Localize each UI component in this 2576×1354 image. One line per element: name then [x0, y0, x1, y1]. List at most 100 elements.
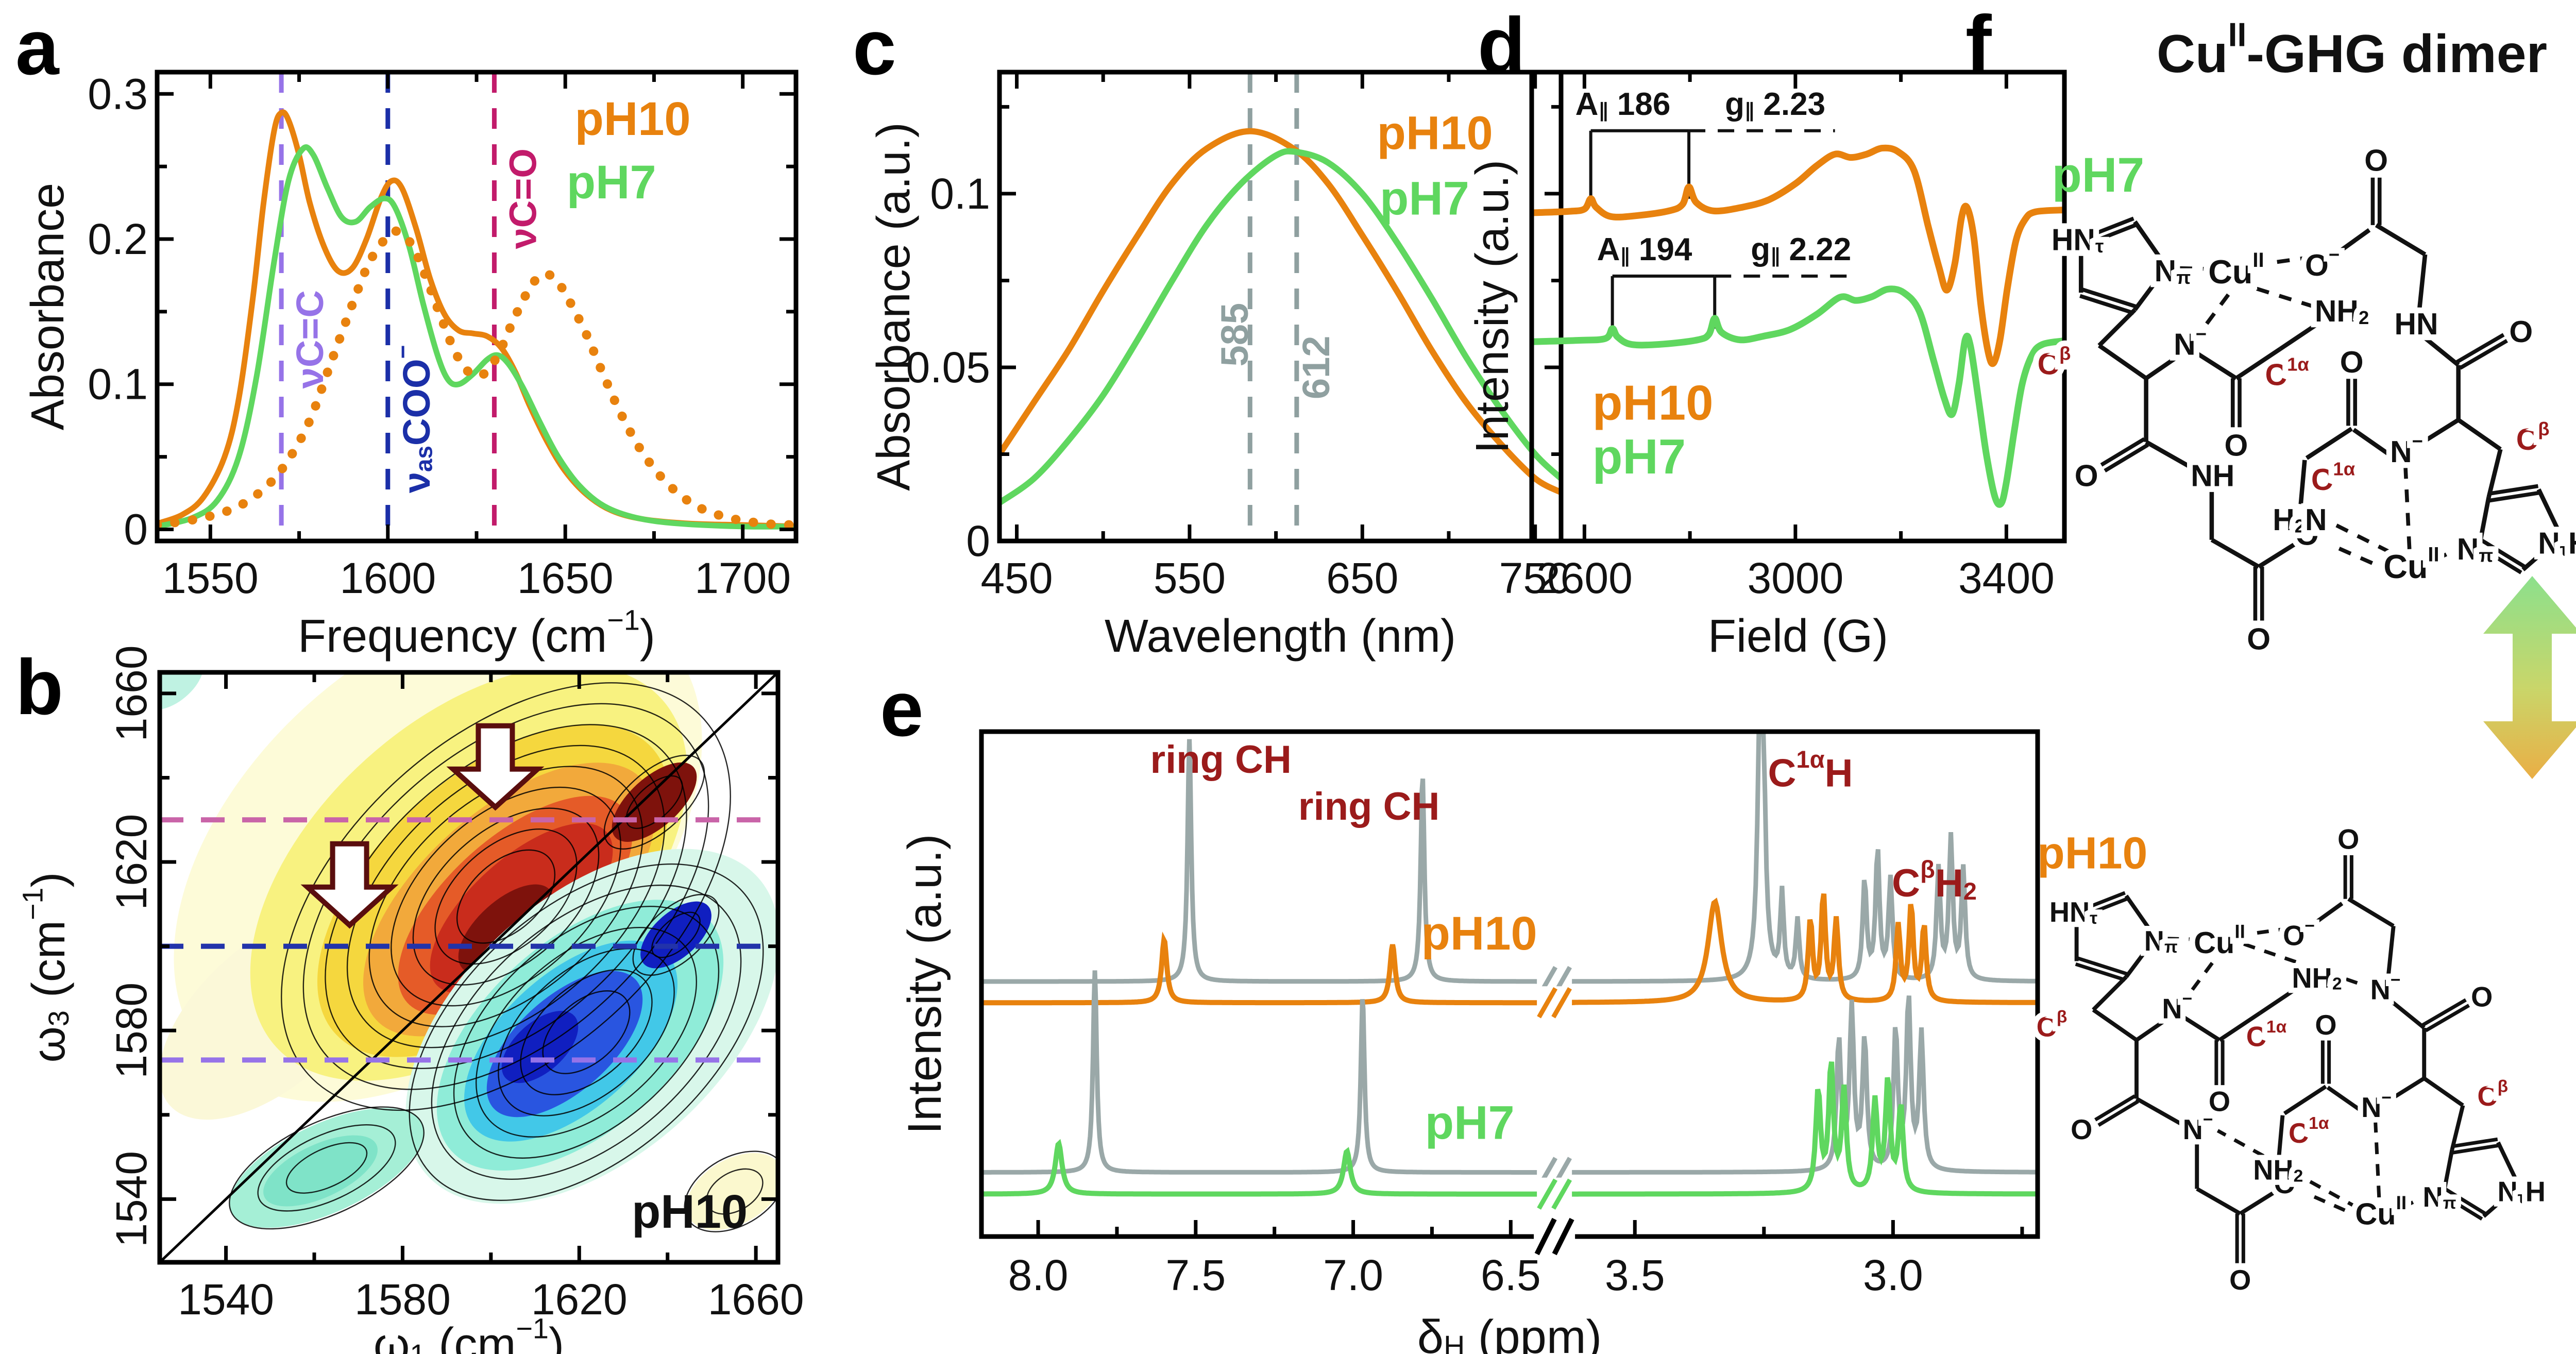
bond	[2210, 538, 2260, 569]
bond	[2452, 1143, 2499, 1155]
contour-line	[476, 927, 697, 1138]
x-tick-label: 3000	[1747, 554, 1843, 602]
bond	[2182, 1015, 2221, 1042]
atom-label: CuII	[2383, 544, 2439, 585]
atom-label: C1α	[2246, 1017, 2287, 1052]
legend-pH10: pH10	[1421, 907, 1537, 960]
atom-label: C1α	[2265, 353, 2310, 392]
atom-label: NH2	[2292, 963, 2342, 994]
atom-label: CuII	[2194, 921, 2245, 959]
series-pH10 dotted	[157, 226, 796, 530]
y-tick-label: 1620	[107, 814, 156, 910]
bond	[2239, 1189, 2278, 1215]
atom-label: H2N	[2273, 503, 2327, 536]
bond	[2136, 1096, 2181, 1125]
bond	[2442, 1149, 2454, 1193]
contour-line	[706, 1168, 764, 1215]
y-tick-label: 1660	[107, 645, 156, 741]
bond	[2536, 488, 2564, 537]
bond	[2421, 998, 2467, 1027]
marker-label: νC=C	[289, 290, 331, 388]
panel-e-letter: e	[880, 665, 924, 753]
bond	[2077, 897, 2128, 920]
x-tick-label: 6.5	[1481, 1251, 1541, 1299]
y-tick-label: 0.2	[88, 215, 148, 263]
bond	[2097, 308, 2137, 347]
x-tick-label: 7.5	[1165, 1251, 1226, 1299]
atom-label: Cβ	[2477, 1077, 2508, 1112]
bond	[2079, 294, 2134, 315]
series-pH10	[999, 128, 1561, 496]
bond	[2459, 338, 2509, 370]
atom-label: O−	[2305, 244, 2340, 282]
coordination-bond	[2326, 519, 2391, 554]
contour-line	[651, 911, 701, 958]
x-tick-label: 3.0	[1863, 1251, 1923, 1299]
legend-pH10: pH10	[575, 93, 691, 145]
atom-label: CuII	[2208, 249, 2264, 291]
x-tick-label: 1650	[517, 554, 614, 602]
x-tick-label: 450	[980, 554, 1053, 602]
bond	[2277, 1115, 2285, 1156]
panel-b-2dir-contour: pH10 1540 1580 1620 1660 1540 1580 1620 1660 ω1 (…	[16, 645, 804, 1354]
bond	[2496, 1141, 2521, 1187]
y-tick-label: 1660	[107, 645, 156, 741]
bond	[2417, 254, 2428, 312]
contour-line	[257, 1124, 396, 1212]
atom-label: NH	[2191, 459, 2234, 493]
bond	[2133, 220, 2169, 269]
contour-line	[229, 1106, 425, 1230]
marker-label: 585	[1213, 303, 1256, 366]
bond	[2259, 985, 2301, 1015]
bond	[2305, 427, 2353, 460]
atom-label: N−	[2361, 1088, 2392, 1123]
x-axis-title: Frequency (cm−1)	[298, 603, 655, 662]
contour-line	[625, 775, 683, 829]
plot-area	[999, 72, 1561, 541]
coordination-bond	[2182, 961, 2214, 1003]
coordination-bond	[2166, 937, 2201, 941]
series-pH7	[999, 148, 1561, 505]
legend-pH7: pH7	[567, 156, 656, 209]
contour-line	[684, 1150, 778, 1232]
contour-blob	[263, 1135, 378, 1207]
atom-label: HNτ	[2049, 897, 2097, 928]
y-tick-label: 0.1	[930, 170, 990, 218]
structure-pH7: HNτNπCβN−OC1αNH2CuIIONHO−OOO−HNOCβNτHNπN…	[2031, 138, 2576, 662]
y-tick-label: 0.3	[88, 70, 148, 118]
atom-label: O	[2224, 429, 2248, 462]
atom-label: O−	[2283, 916, 2315, 951]
bond	[2422, 1076, 2464, 1107]
bond	[2418, 418, 2460, 447]
x-tick-label: 650	[1326, 554, 1398, 602]
legend-pH7: pH7	[1592, 429, 1686, 484]
x-tick-label: 3400	[1958, 554, 2055, 602]
bond	[2092, 975, 2128, 1011]
legend-pH7: pH7	[1425, 1097, 1515, 1149]
bond	[2075, 962, 2126, 982]
atom-label: Nπ	[2457, 532, 2493, 566]
peak-label: ring CH	[1150, 737, 1292, 781]
x-axis-title: δH (ppm)	[1417, 1311, 1602, 1354]
y-axis-title: Absorbance (a.u.)	[868, 122, 920, 490]
panel-a-ftir-chart: νC=C νasCOO− νC=O pH10 pH7 1550 1600 1650 1700 0 0…	[22, 70, 799, 662]
bond	[2489, 490, 2540, 503]
series-pH7	[157, 144, 796, 530]
contour-blob	[686, 1153, 778, 1230]
diagonal-line	[160, 672, 778, 1262]
bond	[2455, 333, 2505, 364]
coordination-bond	[2179, 266, 2216, 272]
series-pH10	[157, 109, 796, 530]
bond	[2094, 1094, 2136, 1122]
bond	[2480, 538, 2526, 569]
bond	[2079, 216, 2134, 242]
plot-area	[157, 72, 796, 541]
atom-label: O	[2509, 315, 2533, 349]
y-axis-title: Intensity (a.u.)	[899, 834, 951, 1135]
atom-label: NτH	[2498, 1177, 2546, 1208]
x-tick-label: 750	[1499, 554, 1566, 602]
x-tick-label: 1580	[354, 1275, 451, 1324]
